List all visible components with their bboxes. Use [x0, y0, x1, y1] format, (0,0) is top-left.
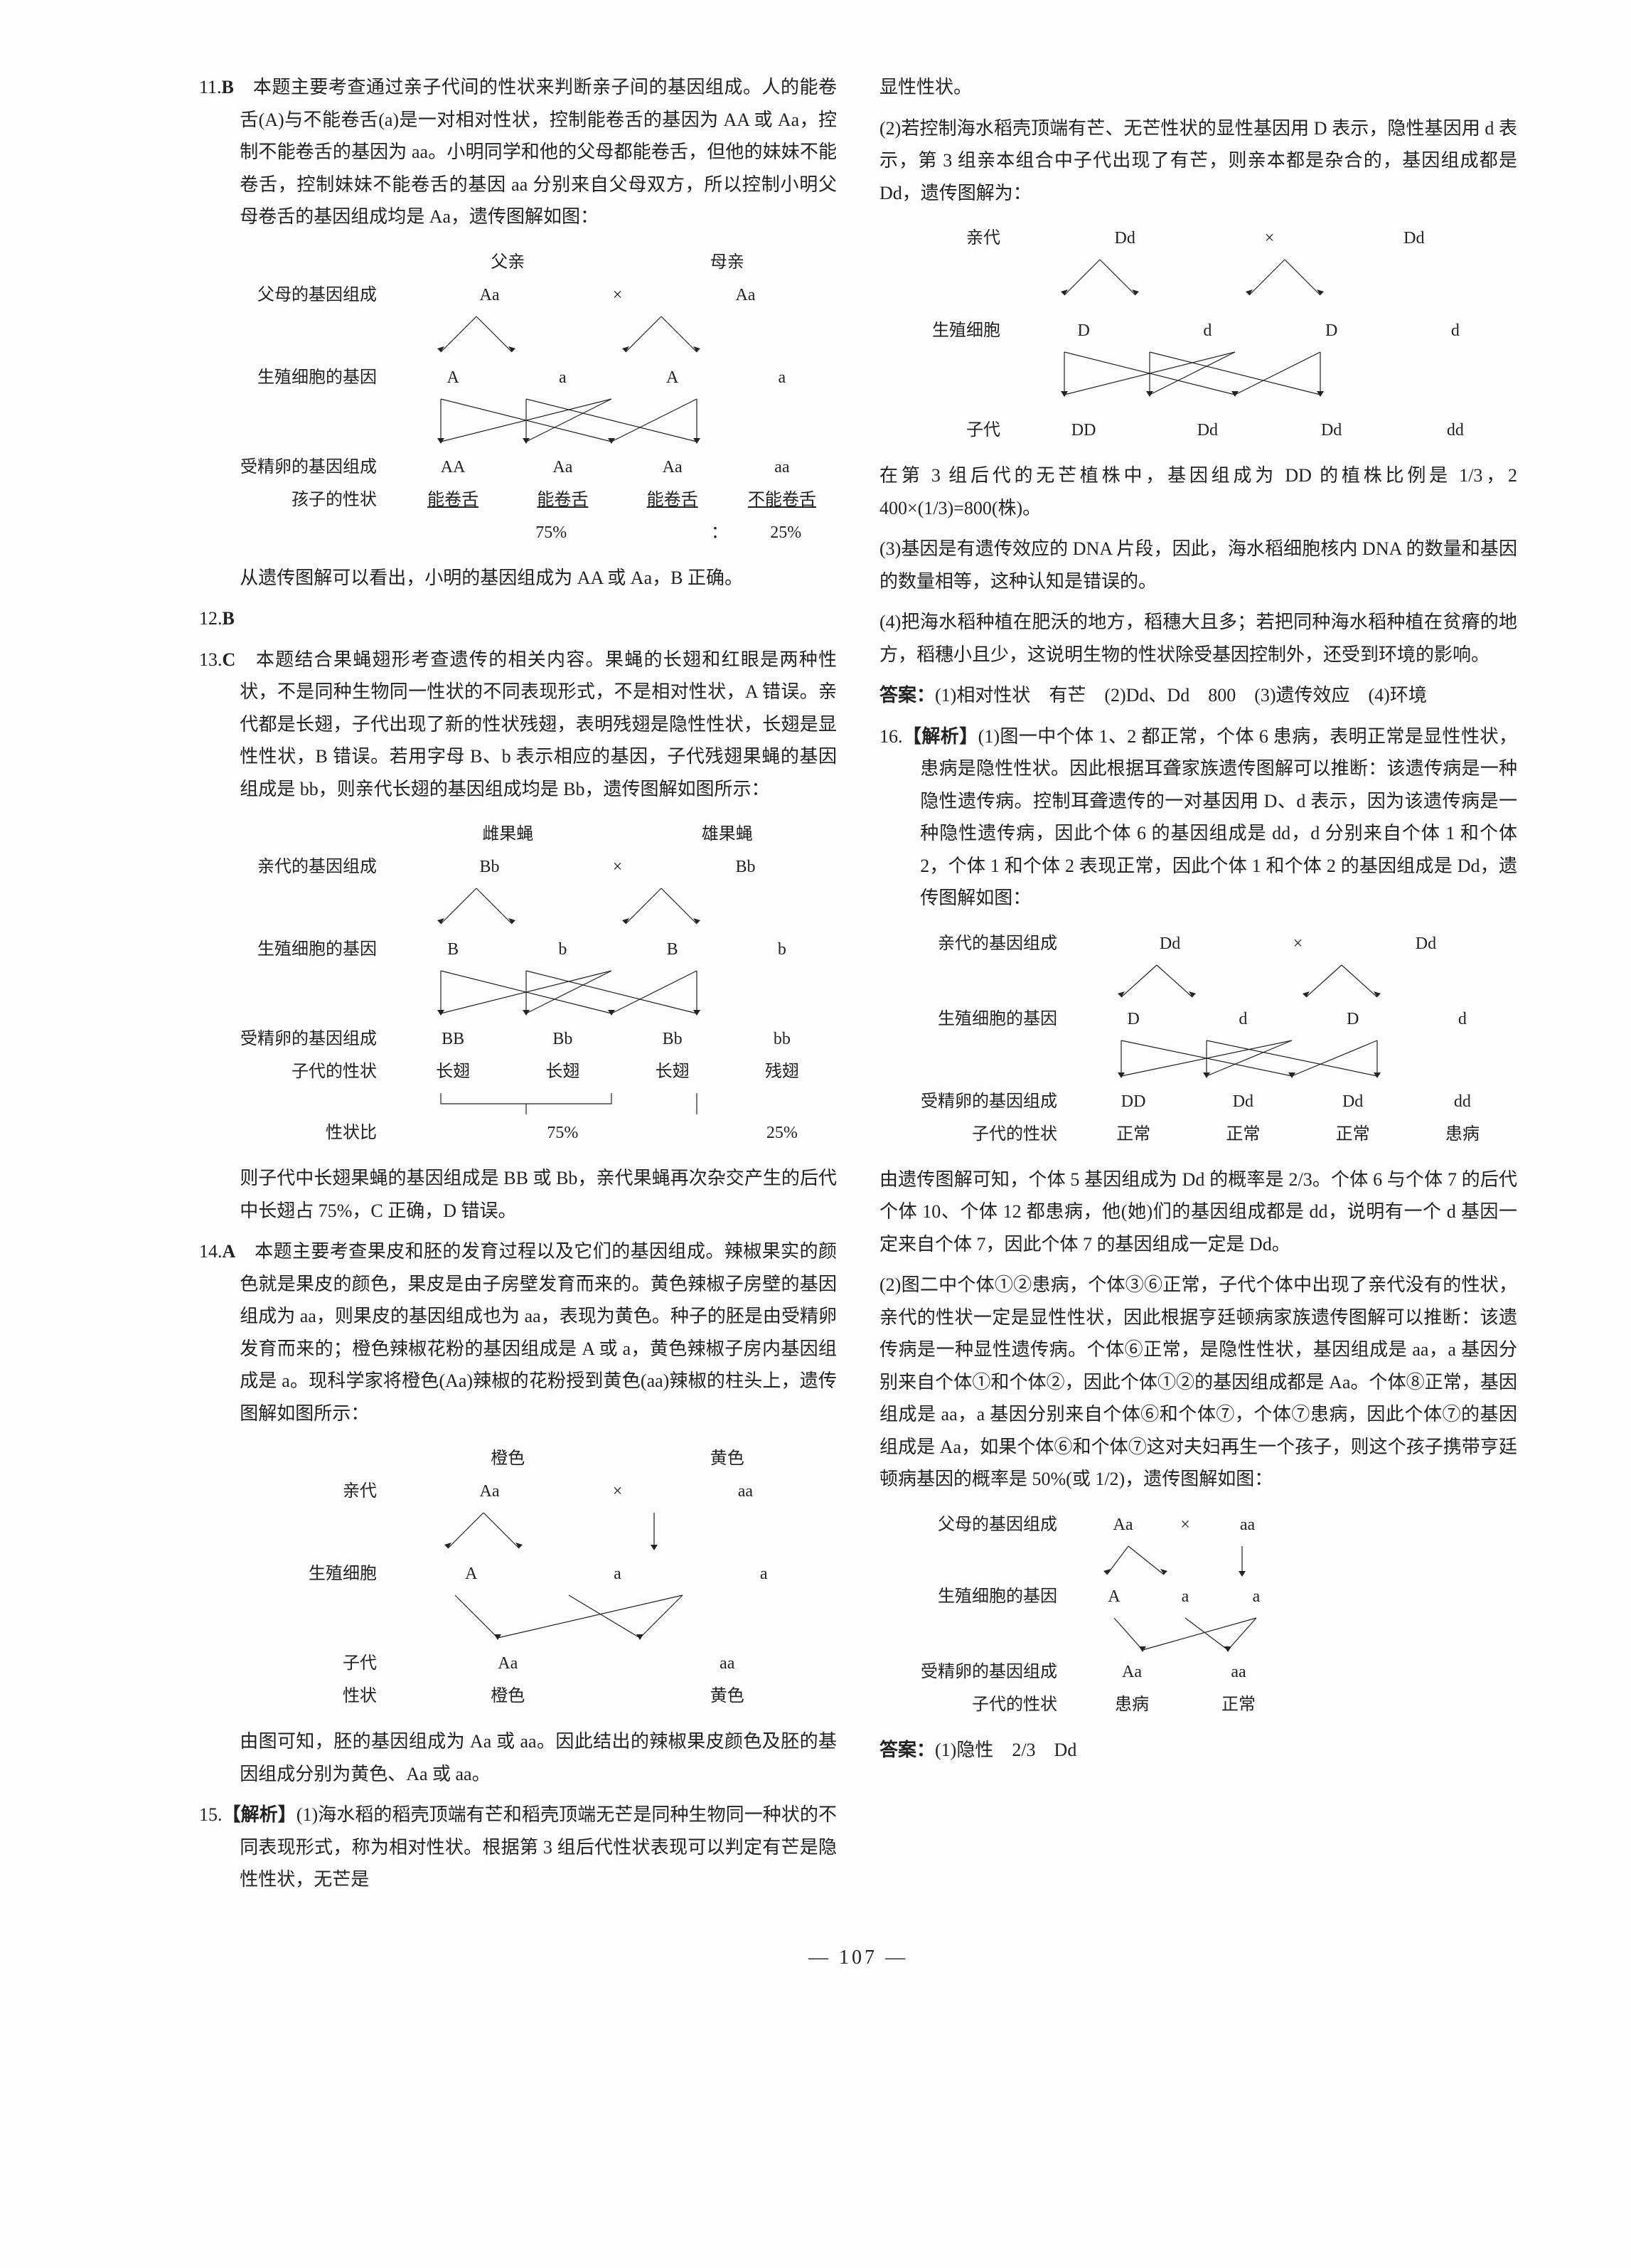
cross-arrows-icon — [1079, 1037, 1420, 1087]
q11-text: 本题主要考查通过亲子代间的性状来判断亲子间的基因组成。人的能卷舌(A)与不能卷舌… — [234, 77, 837, 227]
left-column: 11.B 本题主要考查通过亲子代间的性状来判断亲子间的基因组成。人的能卷舌(A)… — [199, 71, 837, 1905]
q16-answer: 答案：(1)隐性 2/3 Dd — [879, 1734, 1517, 1767]
cross-arrows-icon — [398, 967, 739, 1024]
q15: 15.【解析】(1)海水稻的稻壳顶端有芒和稻壳顶端无芒是同种生物同一种状的不同表… — [199, 1799, 837, 1896]
page-layout: 11.B 本题主要考查通过亲子代间的性状来判断亲子间的基因组成。人的能卷舌(A)… — [199, 71, 1517, 1905]
q13-diagram: 雌果蝇 雄果蝇 亲代的基因组成 Bb × Bb 生殖细胞的基因 — [228, 819, 837, 1148]
q15-l3: 在第 3 组后代的无芒植株中，基因组成为 DD 的植株比例是 1/3，2 400… — [879, 459, 1517, 524]
q14-diagram: 橙色 黄色 亲代 Aa × aa 生殖细胞 — [228, 1444, 837, 1711]
q15-answer: 答案：(1)相对性状 有芒 (2)Dd、Dd 800 (3)遗传效应 (4)环境 — [879, 679, 1517, 712]
page-number: — 107 — — [199, 1940, 1517, 1975]
q16-diagram1: 亲代的基因组成 Dd × Dd 生殖细胞的基因 D d D d — [908, 929, 1517, 1149]
q15-l4: (3)基因是有遗传效应的 DNA 片段，因此，海水稻细胞核内 DNA 的数量和基… — [879, 533, 1517, 597]
cross-arrows-icon — [1079, 1614, 1292, 1657]
q16-p2: (2)图二中个体①②患病，个体③⑥正常，子代个体中出现了亲代没有的性状，亲代的性… — [879, 1269, 1517, 1496]
q11: 11.B 本题主要考查通过亲子代间的性状来判断亲子间的基因组成。人的能卷舌(A)… — [199, 71, 837, 233]
q13: 13.C 本题结合果蝇翅形考查遗传的相关内容。果蝇的长翅和红眼是两种性状，不是同… — [199, 644, 837, 806]
cross-arrows-icon — [398, 313, 739, 363]
q11-after: 从遗传图解可以看出，小明的基因组成为 AA 或 Aa，B 正确。 — [199, 562, 837, 595]
q15-cont1: 显性性状。 — [879, 71, 1517, 104]
cross-arrows-icon — [398, 885, 739, 935]
q15-cont2: (2)若控制海水稻壳顶端有芒、无芒性状的显性基因用 D 表示，隐性基因用 d 表… — [879, 112, 1517, 210]
q11-num: 11. — [199, 77, 222, 97]
q13-after: 则子代中长翅果蝇的基因组成是 BB 或 Bb，亲代果蝇再次杂交产生的后代中长翅占… — [199, 1162, 837, 1227]
q16-diagram2: 父母的基因组成 Aa × aa 生殖细胞的基因 A a a — [908, 1510, 1517, 1720]
q16-mid: 由遗传图解可知，个体 5 基因组成为 Dd 的概率是 2/3。个体 6 与个体 … — [879, 1164, 1517, 1261]
q11-ans: B — [222, 77, 234, 97]
q14: 14.A 本题主要考查果皮和胚的发育过程以及它们的基因组成。辣椒果实的颜色就是果… — [199, 1235, 837, 1430]
q15-l5: (4)把海水稻种植在肥沃的地方，稻穗大且多；若把同种海水稻种植在贫瘠的地方，稻穗… — [879, 606, 1517, 671]
cross-arrows-icon — [398, 395, 739, 452]
cross-arrows-icon — [398, 1592, 739, 1649]
q14-after: 由图可知，胚的基因组成为 Aa 或 aa。因此结出的辣椒果皮颜色及胚的基因组成分… — [199, 1725, 837, 1790]
bracket-icon — [398, 1090, 739, 1118]
cross-arrows-icon — [1022, 256, 1363, 306]
cross-arrows-icon — [1022, 348, 1363, 405]
q12: 12.B — [199, 602, 837, 635]
cross-arrows-icon — [1079, 1543, 1292, 1582]
cross-arrows-icon — [398, 1509, 739, 1559]
q16: 16.【解析】(1)图一中个体 1、2 都正常，个体 6 患病，表明正常是显性性… — [879, 720, 1517, 915]
right-column: 显性性状。 (2)若控制海水稻壳顶端有芒、无芒性状的显性基因用 D 表示，隐性基… — [879, 71, 1517, 1905]
cross-arrows-icon — [1079, 962, 1420, 1004]
q15-diagram: 亲代 Dd × Dd 生殖细胞 D d D d — [908, 223, 1517, 445]
q11-diagram: 父亲 母亲 父母的基因组成 Aa × Aa 生殖细胞的基因 — [228, 247, 837, 548]
